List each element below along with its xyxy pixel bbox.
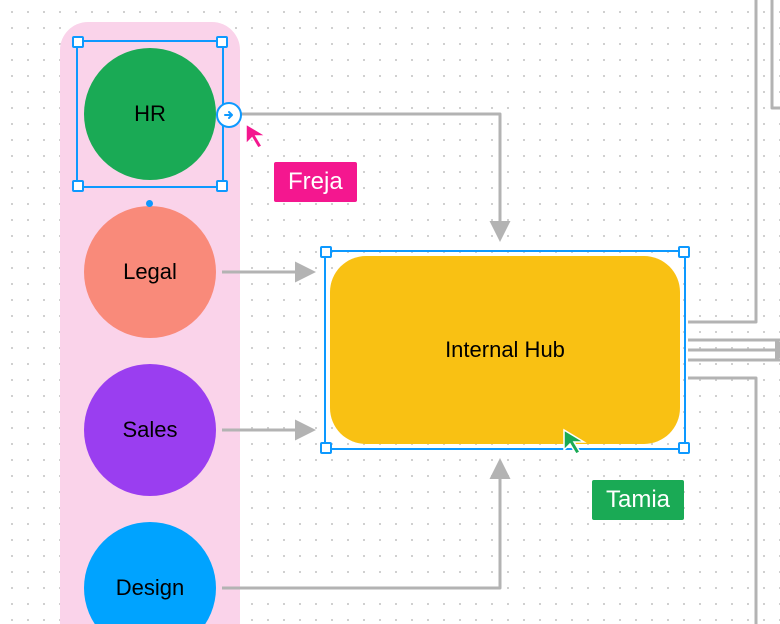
collaborator-name: Tamia bbox=[606, 486, 670, 513]
resize-handle-icon[interactable] bbox=[320, 442, 332, 454]
collaborator-cursor-freja-icon bbox=[244, 122, 272, 150]
create-connection-button[interactable] bbox=[216, 102, 242, 128]
resize-handle-icon[interactable] bbox=[678, 246, 690, 258]
node-hub-label: Internal Hub bbox=[445, 337, 565, 363]
node-sales[interactable]: Sales bbox=[84, 364, 216, 496]
connector-dot-icon[interactable] bbox=[146, 200, 153, 207]
collaborator-cursor-tamia-icon bbox=[562, 428, 590, 456]
node-legal[interactable]: Legal bbox=[84, 206, 216, 338]
collaborator-name: Freja bbox=[288, 168, 343, 195]
node-legal-label: Legal bbox=[123, 259, 177, 285]
resize-handle-icon[interactable] bbox=[678, 442, 690, 454]
collaborator-label-tamia: Tamia bbox=[592, 480, 684, 520]
node-hr[interactable]: HR bbox=[84, 48, 216, 180]
collaborator-label-freja: Freja bbox=[274, 162, 357, 202]
node-sales-label: Sales bbox=[122, 417, 177, 443]
resize-handle-icon[interactable] bbox=[320, 246, 332, 258]
node-design-label: Design bbox=[116, 575, 184, 601]
arrow-right-icon bbox=[222, 108, 236, 122]
node-internal-hub[interactable]: Internal Hub bbox=[330, 256, 680, 444]
diagram-canvas[interactable]: HR Legal Sales Design Internal Hub Fr bbox=[0, 0, 780, 624]
node-hr-label: HR bbox=[134, 101, 166, 127]
